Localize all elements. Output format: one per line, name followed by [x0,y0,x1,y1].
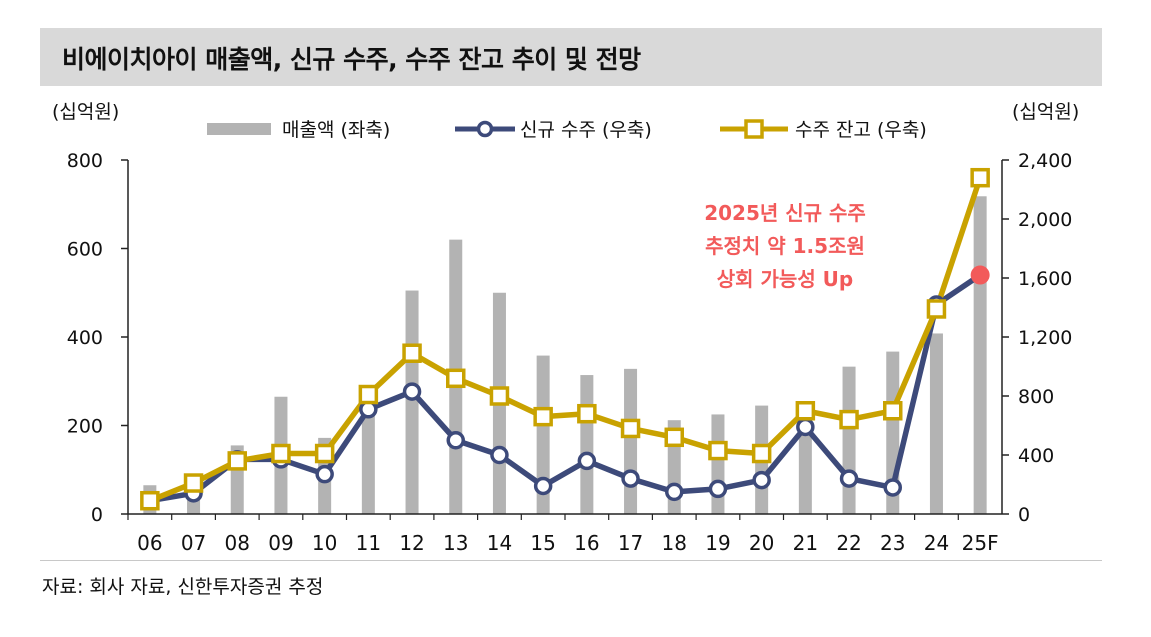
marker-backlog [314,443,335,464]
marker-new-orders [752,470,771,490]
annotation-line: 추정치 약 1.5조원 [705,234,865,258]
x-tick-label: 24 [924,531,949,555]
legend-label-new-orders: 신규 수주 (우축) [520,119,652,141]
annotation-line: 2025년 신규 수주 [704,201,866,225]
bar-sales [361,407,375,514]
marker-backlog [358,384,379,405]
left-tick-label: 800 [67,150,103,172]
marker-backlog [533,406,553,427]
marker-backlog [446,368,466,389]
right-tick-label: 800 [1018,386,1054,408]
marker-backlog [620,418,641,439]
legend-label-backlog: 수주 잔고 (우축) [795,119,927,141]
marker-new-orders [883,478,902,497]
x-tick-label: 22 [836,531,861,555]
bar-sales [536,355,550,514]
x-tick-label: 08 [225,531,250,555]
marker-new-orders [533,476,553,496]
bar-sales [580,375,594,514]
marker-new-orders [796,417,815,437]
x-tick-label: 17 [618,531,643,555]
marker-new-orders [665,482,684,502]
x-tick-label: 11 [356,531,381,555]
x-tick-label: 15 [530,531,555,555]
marker-backlog [140,490,160,511]
marker-backlog [839,409,859,430]
marker-new-orders [446,431,465,450]
x-tick-label: 09 [268,531,293,555]
right-tick-label: 2,000 [1018,209,1072,231]
left-tick-label: 0 [91,504,103,526]
title-bar: 비에이치아이 매출액, 신규 수주, 수주 잔고 추이 및 전망 [40,28,1102,86]
right-tick-label: 2,400 [1018,150,1072,172]
right-tick-label: 400 [1018,445,1054,467]
marker-new-orders [315,464,334,484]
marker-new-orders [490,445,509,465]
left-axis-unit-label: (십억원) [52,101,119,123]
right-tick-label: 0 [1018,504,1030,526]
marker-backlog [883,401,903,421]
legend-marker-new-orders [476,120,494,138]
x-tick-label: 16 [574,531,599,555]
marker-backlog [402,343,422,363]
marker-backlog [751,443,772,464]
x-tick-label: 10 [312,531,337,555]
highlight-marker-new-orders-25f [970,265,990,285]
source-divider [40,560,1102,561]
bar-sales [973,196,987,514]
marker-new-orders [839,469,859,488]
chart-title: 비에이치아이 매출액, 신규 수주, 수주 잔고 추이 및 전망 [62,45,641,74]
legend-marker-backlog [744,119,764,139]
marker-backlog [271,443,291,464]
x-tick-label: 13 [443,531,468,555]
bar-sales [929,333,943,514]
line-new-orders [149,272,982,504]
marker-backlog [577,403,597,424]
bar-sales [798,412,812,514]
bar-sales [842,366,856,514]
marker-new-orders [577,451,597,471]
x-tick-label: 23 [880,531,905,555]
legend-swatch-sales [207,123,271,135]
left-tick-label: 600 [67,239,103,261]
marker-backlog [227,451,247,471]
marker-new-orders [708,479,728,499]
x-tick-label: 18 [662,531,687,555]
right-tick-label: 1,200 [1018,327,1072,349]
marker-new-orders [402,382,422,401]
legend-label-sales: 매출액 (좌축) [282,119,390,141]
left-tick-label: 400 [67,327,103,349]
x-tick-label: 19 [705,531,730,555]
x-tick-label: 07 [181,531,206,555]
marker-backlog [795,401,816,421]
marker-backlog [970,167,990,188]
bar-sales [711,414,725,514]
bar-sales [624,368,638,514]
marker-backlog [489,386,510,406]
marker-backlog [926,299,947,319]
source-note: 자료: 회사 자료, 신한투자증권 추정 [42,576,324,598]
bar-sales [405,290,419,514]
x-tick-label: 21 [793,531,818,555]
x-tick-label: 25F [962,531,999,555]
marker-new-orders [621,469,640,488]
x-tick-label: 14 [487,531,512,555]
x-tick-label: 06 [137,531,162,555]
left-tick-label: 200 [67,416,103,438]
marker-backlog [664,427,684,448]
marker-backlog [708,440,728,461]
x-tick-label: 12 [399,531,424,555]
right-axis-unit-label: (십억원) [1012,101,1079,123]
annotation-line: 상회 가능성 Up [717,267,853,291]
right-tick-label: 1,600 [1018,268,1072,290]
x-tick-label: 20 [749,531,774,555]
marker-backlog [183,473,204,493]
